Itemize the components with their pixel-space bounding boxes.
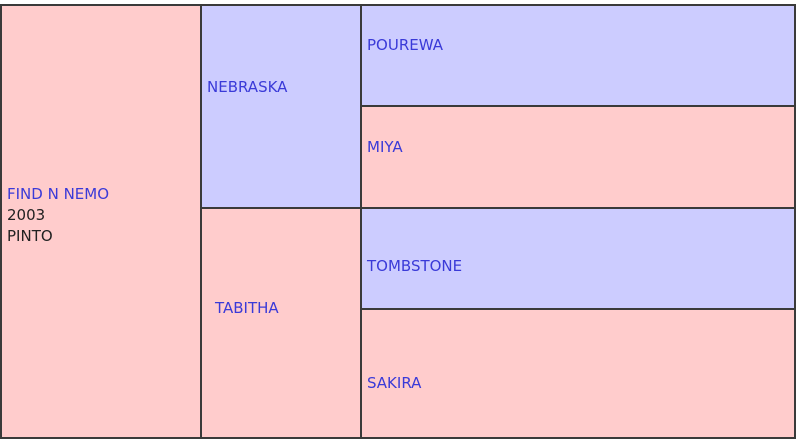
grandparent-cell: POUREWA — [360, 4, 796, 108]
sire-cell: NEBRASKA — [200, 4, 362, 210]
grandparent-cell: SAKIRA — [360, 308, 796, 439]
grandparent-name[interactable]: TOMBSTONE — [367, 257, 463, 275]
grandparent-name[interactable]: POUREWA — [367, 36, 444, 54]
subject-info: FIND N NEMO 2003 PINTO — [7, 184, 109, 247]
grandparent-name[interactable]: MIYA — [367, 138, 403, 156]
grandparent-cell: MIYA — [360, 105, 796, 209]
horse-name[interactable]: FIND N NEMO — [7, 185, 110, 203]
sire-name[interactable]: NEBRASKA — [207, 78, 288, 96]
horse-year: 2003 — [7, 206, 46, 224]
subject-cell: FIND N NEMO 2003 PINTO — [0, 4, 202, 439]
grandparent-name[interactable]: SAKIRA — [367, 374, 422, 392]
dam-name[interactable]: TABITHA — [215, 299, 279, 317]
dam-cell: TABITHA — [200, 207, 362, 439]
grandparent-cell: TOMBSTONE — [360, 207, 796, 311]
horse-color: PINTO — [7, 227, 53, 245]
